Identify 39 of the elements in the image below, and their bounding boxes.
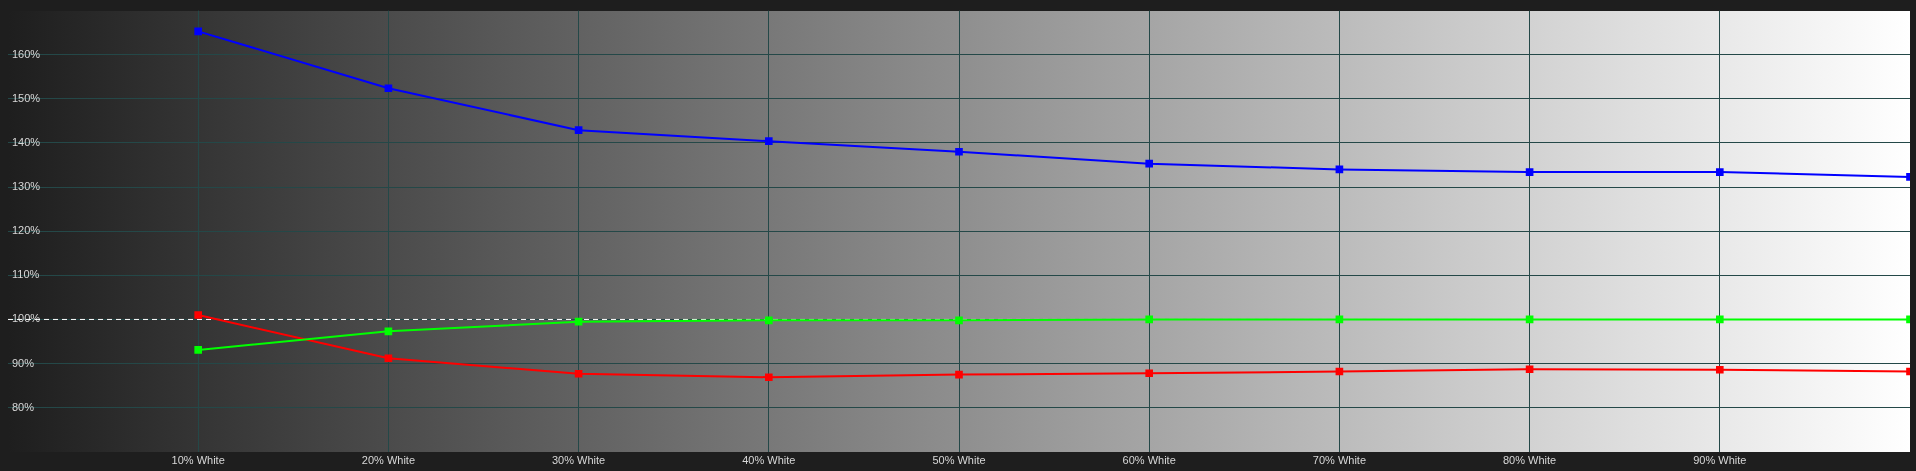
x-tick-label: 50% White — [932, 454, 986, 467]
point — [384, 354, 393, 363]
x-tick-label: 70% White — [1312, 454, 1366, 467]
y-tick-label: 150% — [12, 91, 41, 104]
point — [1715, 365, 1724, 374]
x-tick-label: 60% White — [1122, 454, 1176, 467]
x-tick-label: 80% White — [1503, 454, 1557, 467]
point — [574, 369, 583, 378]
point — [764, 373, 773, 382]
point — [384, 84, 393, 93]
point — [574, 126, 583, 134]
y-tick-label: 100% — [12, 312, 41, 325]
point — [764, 316, 773, 325]
point — [955, 147, 963, 156]
point — [194, 27, 203, 36]
point — [1715, 315, 1724, 324]
point — [955, 370, 963, 379]
y-tick-label: 160% — [12, 47, 41, 60]
y-tick-label: 140% — [12, 135, 41, 148]
point — [1145, 315, 1154, 324]
point — [1525, 365, 1534, 374]
point — [1145, 159, 1154, 168]
point — [764, 137, 773, 146]
point — [955, 316, 963, 325]
y-tick-label: 80% — [12, 400, 35, 413]
x-tick-label: 30% White — [552, 454, 606, 467]
point — [1525, 168, 1534, 176]
y-tick-label: 120% — [12, 224, 41, 237]
x-tick-label: 90% White — [1693, 454, 1747, 467]
y-tick-label: 90% — [12, 356, 35, 369]
x-tick-label: 40% White — [742, 454, 796, 467]
x-tick-label: 20% White — [361, 454, 415, 467]
point — [1145, 369, 1154, 378]
y-tick-label: 130% — [12, 180, 41, 193]
point — [1715, 168, 1724, 176]
point — [194, 346, 203, 354]
y-tick-label: 110% — [12, 268, 40, 281]
point — [194, 311, 203, 319]
x-tick-label: 10% White — [171, 454, 225, 467]
